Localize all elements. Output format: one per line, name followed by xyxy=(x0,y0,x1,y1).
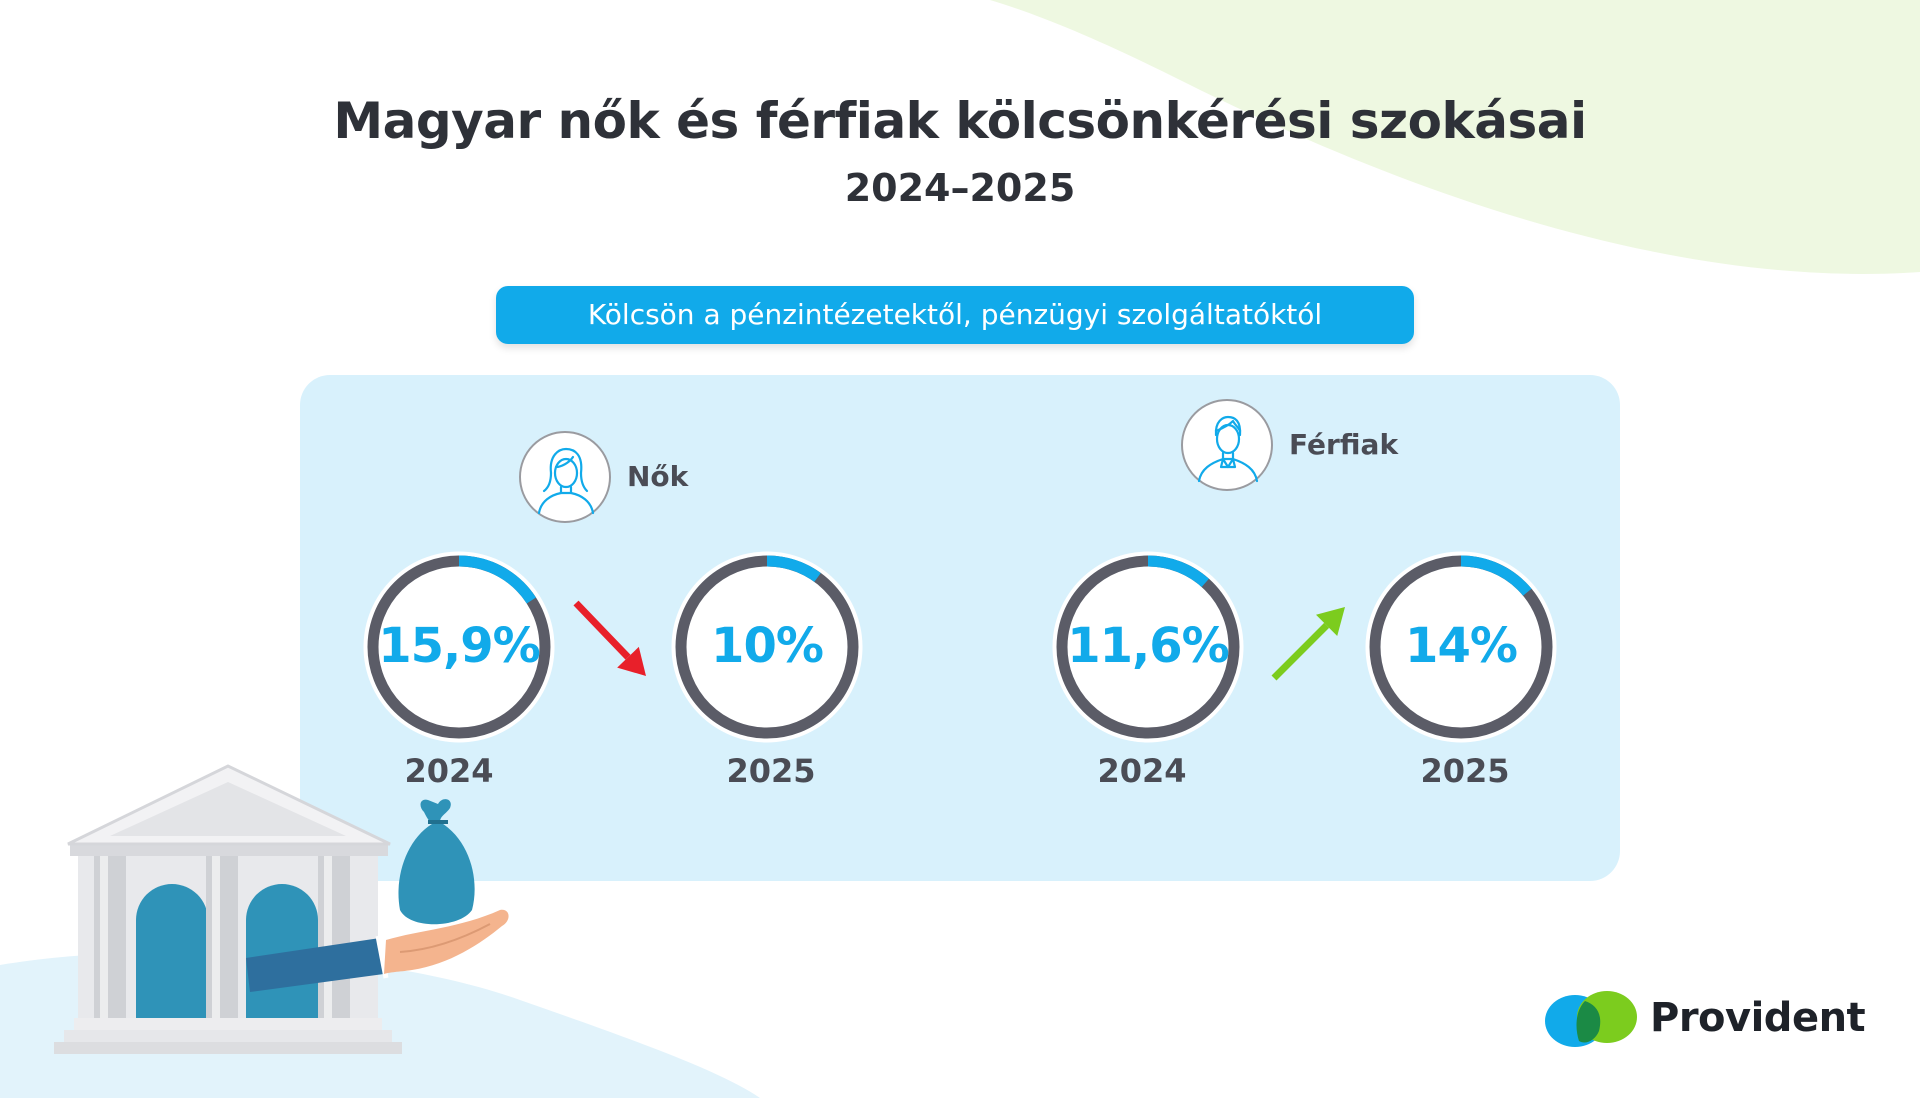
donut-value-arc xyxy=(367,555,551,739)
value-label-women-2024: 15,9% xyxy=(378,618,541,674)
value-label-women-2025: 10% xyxy=(711,618,824,674)
trend-up-arrow-icon xyxy=(1271,607,1345,681)
man-avatar xyxy=(1181,399,1273,491)
page-subtitle: 2024–2025 xyxy=(844,166,1076,210)
donut-men-2024 xyxy=(1052,551,1244,743)
value-label-men-2025: 14% xyxy=(1405,618,1518,674)
green-corner-shape xyxy=(990,0,1920,274)
page-title: Magyar nők és férfiak kölcsönkérési szok… xyxy=(333,92,1587,150)
year-label-women-2024: 2024 xyxy=(404,752,494,790)
year-label-men-2025: 2025 xyxy=(1420,752,1510,790)
provident-logo xyxy=(1545,991,1637,1047)
donut-value-arc xyxy=(675,555,859,739)
donut-background xyxy=(363,551,555,743)
donut-value-arc xyxy=(1056,555,1240,739)
donut-value-arc xyxy=(1369,555,1553,739)
donut-women-2024 xyxy=(363,551,555,743)
bank-building-icon xyxy=(54,764,402,1054)
bank-illustration xyxy=(54,764,509,1054)
donut-men-2025 xyxy=(1365,551,1557,743)
brand-name: Provident xyxy=(1650,995,1866,1041)
group-label-women: Nők xyxy=(627,460,689,493)
woman-avatar xyxy=(519,431,611,523)
donut-background xyxy=(1052,551,1244,743)
money-bag-hand-icon xyxy=(246,799,509,992)
donut-background xyxy=(671,551,863,743)
donut-women-2025 xyxy=(671,551,863,743)
category-badge: Kölcsön a pénzintézetektől, pénzügyi szo… xyxy=(496,286,1414,344)
year-label-men-2024: 2024 xyxy=(1097,752,1187,790)
group-label-men: Férfiak xyxy=(1289,428,1399,461)
man-icon xyxy=(1197,415,1259,483)
trend-down-arrow-icon xyxy=(573,600,646,676)
year-label-women-2025: 2025 xyxy=(726,752,816,790)
donut-background xyxy=(1365,551,1557,743)
value-label-men-2024: 11,6% xyxy=(1067,618,1230,674)
woman-icon xyxy=(537,447,595,515)
